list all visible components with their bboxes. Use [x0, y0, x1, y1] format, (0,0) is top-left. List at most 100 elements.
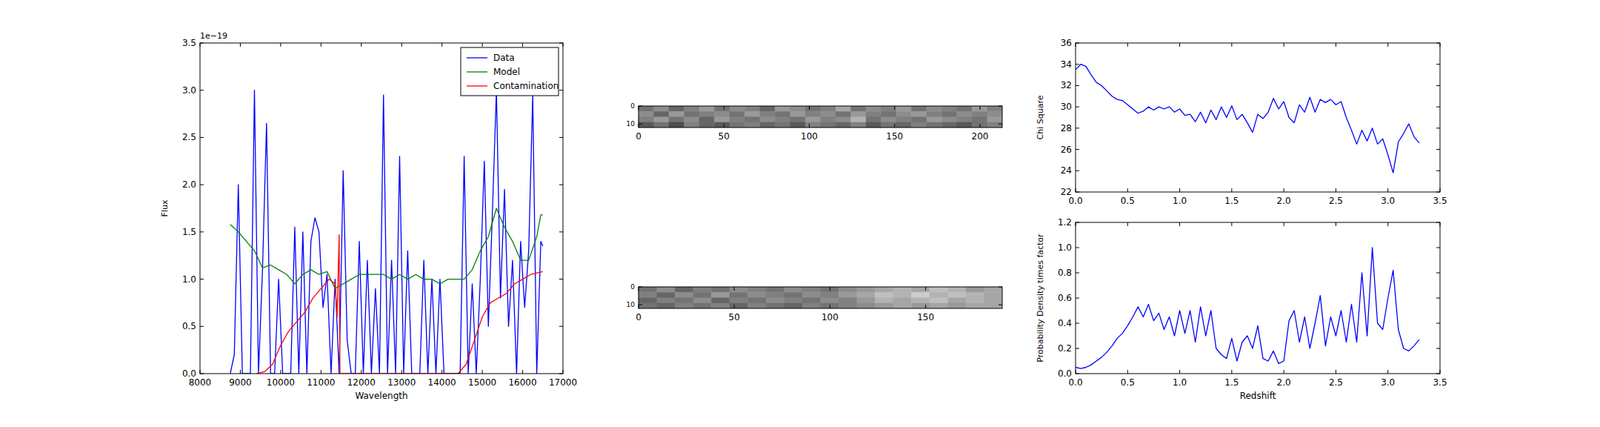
- cell: [893, 297, 912, 304]
- cell: [850, 111, 866, 118]
- y-tick: [1075, 272, 1080, 274]
- cell: [714, 122, 730, 128]
- x-tick: [1075, 369, 1077, 374]
- x-tick-label: 0: [635, 311, 642, 323]
- cell: [880, 122, 897, 128]
- y-tick-label: 0: [630, 102, 635, 110]
- x-tick: [441, 42, 443, 47]
- cell: [699, 117, 715, 123]
- x-tick-label: 13000: [387, 377, 416, 388]
- cell: [957, 111, 973, 118]
- cell: [699, 105, 715, 112]
- cell: [638, 302, 658, 309]
- x-tick-label: 1.0: [1172, 195, 1187, 206]
- y-tick-label: 1.0: [182, 274, 197, 285]
- cell: [874, 286, 894, 293]
- x-tick: [562, 369, 564, 374]
- y-tick: [1075, 297, 1080, 299]
- cell: [774, 122, 791, 128]
- cell: [653, 105, 669, 112]
- cell: [802, 302, 821, 309]
- cell: [857, 291, 876, 298]
- series-line: [230, 208, 543, 289]
- cell: [835, 117, 852, 123]
- x-tick: [1231, 42, 1232, 47]
- y-label: Chi Square: [1035, 94, 1046, 140]
- frame: [1075, 222, 1440, 374]
- cell: [850, 122, 866, 128]
- cell: [880, 117, 897, 123]
- y-tick: [1436, 373, 1440, 375]
- y-tick: [638, 123, 643, 125]
- x-tick: [482, 42, 483, 47]
- cell: [744, 111, 760, 118]
- x-tick-label: 200: [971, 131, 989, 142]
- y-tick: [559, 325, 563, 327]
- cell: [693, 302, 712, 309]
- y-tick: [1436, 322, 1440, 324]
- cell: [835, 111, 852, 118]
- y-tick-label: 0.0: [182, 368, 197, 379]
- cell: [971, 122, 988, 128]
- cell: [790, 122, 806, 128]
- plot-area: [1075, 64, 1420, 173]
- cell: [965, 297, 985, 304]
- cell: [744, 105, 760, 112]
- cell: [711, 302, 730, 309]
- cell: [674, 297, 694, 304]
- cell: [880, 111, 897, 118]
- cell: [983, 291, 1003, 298]
- y-tick: [1436, 170, 1440, 172]
- y-label: Flux: [160, 199, 170, 217]
- x-tick: [1440, 188, 1441, 192]
- cell: [911, 302, 930, 309]
- cell: [805, 105, 821, 112]
- x-tick-label: 1.5: [1224, 377, 1239, 388]
- x-label: Redshift: [1240, 390, 1277, 401]
- y-tick-label: 10: [626, 120, 636, 128]
- y-tick-label: 0.5: [182, 320, 197, 332]
- cell: [783, 302, 803, 309]
- x-tick-label: 12000: [347, 377, 376, 388]
- x-tick: [200, 42, 201, 47]
- y-tick: [559, 373, 563, 375]
- cell: [765, 291, 785, 298]
- cell: [911, 297, 930, 304]
- cell: [865, 105, 882, 112]
- cell: [947, 302, 966, 309]
- x-tick: [1231, 222, 1232, 226]
- cell: [965, 302, 985, 309]
- x-tick: [925, 304, 926, 309]
- series-line: [230, 90, 543, 374]
- cell: [711, 286, 730, 293]
- x-tick: [1335, 369, 1337, 374]
- cell: [987, 105, 1003, 112]
- y-tick: [1436, 222, 1440, 223]
- cell: [987, 117, 1003, 123]
- y-tick: [638, 286, 643, 288]
- x-tick: [1335, 222, 1337, 226]
- cell: [971, 105, 988, 112]
- x-tick-label: 9000: [228, 377, 252, 388]
- x-tick: [320, 369, 322, 374]
- x-tick: [1283, 222, 1285, 226]
- cell: [711, 291, 730, 298]
- x-tick: [401, 369, 403, 374]
- y-tick: [1436, 247, 1440, 249]
- cell: [865, 111, 882, 118]
- x-tick: [1179, 188, 1180, 192]
- cell: [729, 297, 749, 304]
- cell: [850, 117, 866, 123]
- cell: [911, 111, 927, 118]
- legend: DataModelContamination: [460, 47, 559, 96]
- x-tick-label: 16000: [508, 377, 537, 388]
- cell: [838, 286, 858, 293]
- series-line: [256, 234, 543, 374]
- cell: [911, 291, 930, 298]
- x-tick: [829, 304, 831, 309]
- cell: [926, 105, 943, 112]
- cell: [747, 286, 766, 293]
- y-tick-label: 0.4: [1057, 317, 1072, 329]
- y-tick: [638, 304, 643, 306]
- x-tick: [1387, 222, 1389, 226]
